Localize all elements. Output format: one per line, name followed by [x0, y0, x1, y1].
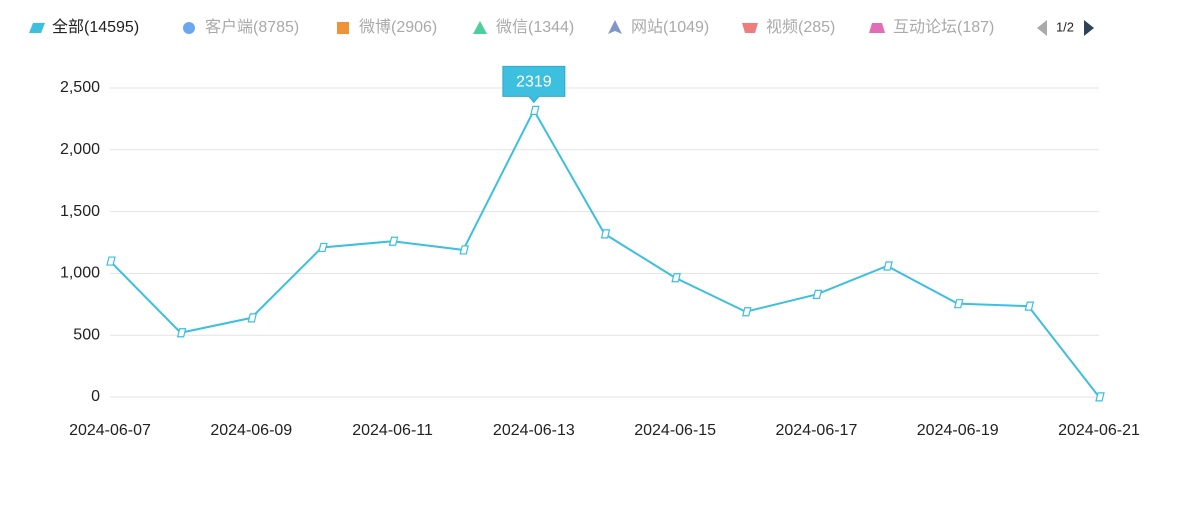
legend-label[interactable]: 微信(1344) — [496, 18, 574, 36]
x-tick-label: 2024-06-13 — [493, 422, 575, 439]
x-tick-label: 2024-06-09 — [210, 422, 292, 439]
point-marker[interactable] — [530, 105, 540, 115]
legend-icon[interactable] — [869, 23, 885, 33]
y-tick-label: 2,500 — [60, 79, 100, 96]
legend-page: 1/2 — [1056, 19, 1074, 34]
x-tick-label: 2024-06-17 — [776, 422, 858, 439]
legend-icon[interactable] — [337, 22, 349, 34]
point-marker[interactable] — [388, 236, 399, 246]
legend-label[interactable]: 微博(2906) — [359, 18, 437, 36]
point-marker[interactable] — [600, 229, 611, 239]
point-marker[interactable] — [459, 245, 469, 255]
legend-label[interactable]: 视频(285) — [766, 18, 835, 36]
tooltip-text: 2319 — [516, 74, 552, 91]
legend-label[interactable]: 客户端(8785) — [205, 18, 299, 36]
y-tick-label: 0 — [91, 388, 100, 405]
x-tick-label: 2024-06-15 — [634, 422, 716, 439]
x-tick-label: 2024-06-19 — [917, 422, 999, 439]
point-marker[interactable] — [106, 256, 116, 266]
legend-icon[interactable] — [608, 20, 622, 34]
point-marker[interactable] — [1095, 392, 1105, 402]
line — [109, 108, 1100, 398]
legend-icon[interactable] — [742, 23, 758, 33]
point-marker[interactable] — [318, 242, 328, 253]
y-tick-label: 2,000 — [60, 141, 100, 158]
x-tick-label: 2024-06-21 — [1058, 422, 1140, 439]
point-marker[interactable] — [176, 328, 187, 338]
x-tick-label: 2024-06-11 — [352, 422, 433, 439]
point-marker[interactable] — [671, 273, 681, 283]
point-marker[interactable] — [1024, 301, 1035, 311]
point-marker[interactable] — [247, 313, 258, 323]
tooltip-box — [502, 65, 566, 104]
y-tick-label: 500 — [73, 326, 100, 343]
point-marker[interactable] — [742, 307, 752, 317]
legend-next[interactable] — [1084, 20, 1094, 36]
point-marker[interactable] — [953, 299, 964, 309]
legend-icon[interactable] — [473, 21, 487, 34]
legend-label[interactable]: 全部(14595) — [52, 18, 139, 36]
point-marker[interactable] — [883, 261, 893, 271]
legend-label[interactable]: 网站(1049) — [631, 18, 709, 36]
x-tick-label: 2024-06-07 — [69, 422, 151, 439]
legend-label[interactable]: 互动论坛(187) — [893, 18, 994, 36]
legend-prev[interactable] — [1037, 20, 1047, 36]
legend-icon[interactable] — [183, 22, 195, 34]
y-tick-label: 1,000 — [60, 265, 100, 282]
y-tick-label: 1,500 — [60, 203, 100, 220]
legend-icon[interactable] — [29, 23, 45, 33]
point-marker[interactable] — [812, 289, 823, 300]
